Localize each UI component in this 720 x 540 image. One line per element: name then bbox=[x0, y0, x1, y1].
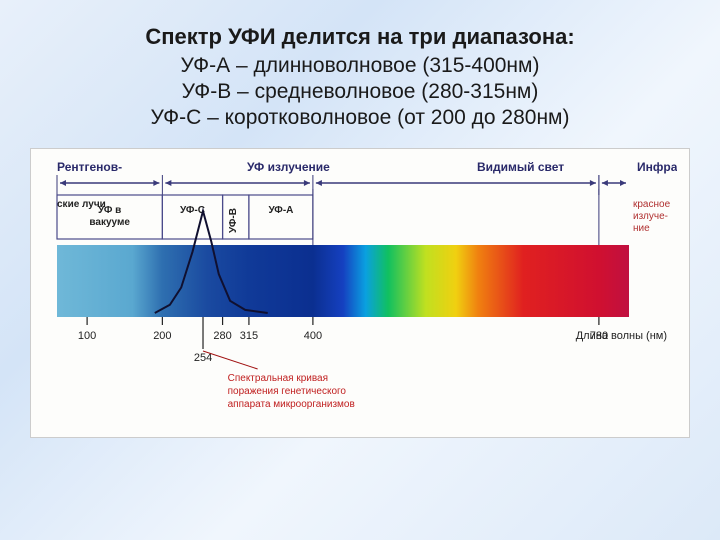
svg-text:Видимый свет: Видимый свет bbox=[477, 160, 564, 174]
svg-text:излуче-: излуче- bbox=[633, 211, 668, 222]
svg-text:УФ-А: УФ-А bbox=[268, 205, 293, 216]
svg-text:поражения генетического: поражения генетического bbox=[228, 386, 347, 397]
svg-text:аппарата микроорганизмов: аппарата микроорганизмов bbox=[228, 399, 355, 410]
svg-text:100: 100 bbox=[78, 330, 96, 342]
svg-text:200: 200 bbox=[153, 330, 171, 342]
svg-text:400: 400 bbox=[304, 330, 322, 342]
svg-text:Инфра-: Инфра- bbox=[637, 160, 677, 174]
svg-text:вакууме: вакууме bbox=[89, 217, 130, 228]
line-c: УФ-С – коротковолновое (от 200 до 280нм) bbox=[30, 106, 690, 130]
svg-text:Спектральная кривая: Спектральная кривая bbox=[228, 373, 328, 384]
line-a: УФ-А – длинноволновое (315-400нм) bbox=[30, 54, 690, 78]
svg-text:280: 280 bbox=[213, 330, 231, 342]
svg-text:УФ излучение: УФ излучение bbox=[247, 160, 330, 174]
slide-title: Спектр УФИ делится на три диапазона: bbox=[30, 24, 690, 50]
svg-text:254: 254 bbox=[194, 352, 212, 364]
svg-text:Длина волны (нм): Длина волны (нм) bbox=[576, 330, 667, 342]
spectrum-svg: Рентгенов-ские лучиУФ излучениеВидимый с… bbox=[37, 157, 677, 429]
svg-text:Рентгенов-: Рентгенов- bbox=[57, 160, 122, 174]
svg-text:красное: красное bbox=[633, 199, 671, 210]
svg-text:УФ-В: УФ-В bbox=[228, 208, 239, 233]
svg-text:УФ в: УФ в bbox=[98, 205, 121, 216]
line-b: УФ-В – средневолновое (280-315нм) bbox=[30, 80, 690, 104]
svg-text:ние: ние bbox=[633, 223, 650, 234]
spectrum-chart: Рентгенов-ские лучиУФ излучениеВидимый с… bbox=[30, 148, 690, 438]
svg-text:315: 315 bbox=[240, 330, 258, 342]
